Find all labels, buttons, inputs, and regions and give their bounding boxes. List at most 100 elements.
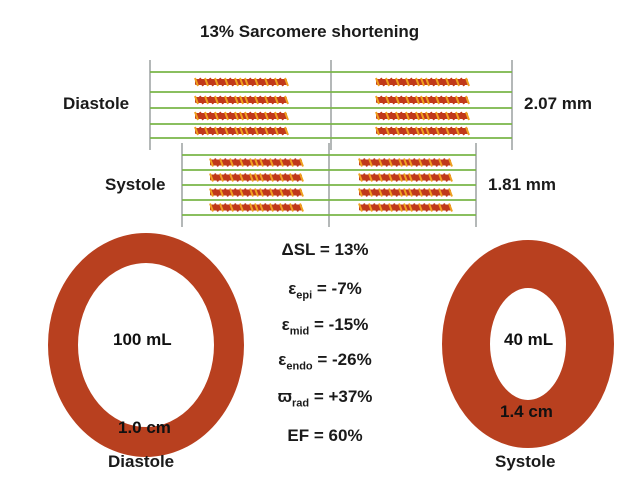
myosin-head bbox=[430, 77, 435, 87]
myosin-head bbox=[269, 95, 274, 105]
myosin-head bbox=[403, 188, 408, 197]
myosin-head bbox=[244, 188, 249, 197]
myosin-head bbox=[254, 77, 259, 87]
myosin-head bbox=[418, 188, 423, 197]
myosin-head bbox=[438, 203, 443, 212]
myosin-head bbox=[448, 173, 453, 182]
myosin-head bbox=[284, 95, 289, 105]
myosin-head bbox=[448, 203, 453, 212]
myosin-head bbox=[289, 188, 294, 197]
myosin-head bbox=[378, 158, 383, 167]
myosin-head bbox=[403, 158, 408, 167]
myosin-head bbox=[284, 173, 289, 182]
myosin-head bbox=[410, 95, 415, 105]
myosin-head bbox=[400, 95, 405, 105]
myosin-head bbox=[405, 95, 410, 105]
systole-sarcomere-graphic bbox=[181, 143, 477, 227]
myosin-head bbox=[214, 158, 219, 167]
epi-strain-metric: εepi = -7% bbox=[288, 279, 362, 302]
diastole-wall-thickness: 1.0 cm bbox=[118, 418, 171, 437]
myosin-head bbox=[423, 203, 428, 212]
myosin-head bbox=[403, 173, 408, 182]
myosin-head bbox=[400, 111, 405, 121]
myosin-head bbox=[420, 111, 425, 121]
myosin-head bbox=[390, 126, 395, 136]
myosin-head bbox=[388, 173, 393, 182]
myosin-head bbox=[224, 126, 229, 136]
myosin-head bbox=[380, 95, 385, 105]
myosin-head bbox=[410, 126, 415, 136]
myosin-head bbox=[229, 158, 234, 167]
myosin-head bbox=[219, 158, 224, 167]
myosin-head bbox=[375, 126, 380, 136]
myosin-head bbox=[390, 77, 395, 87]
myosin-head bbox=[194, 95, 199, 105]
myosin-head bbox=[425, 77, 430, 87]
myosin-head bbox=[385, 95, 390, 105]
myosin-head bbox=[224, 95, 229, 105]
myosin-head bbox=[279, 77, 284, 87]
myosin-head bbox=[269, 111, 274, 121]
myosin-head bbox=[279, 111, 284, 121]
myosin-head bbox=[418, 203, 423, 212]
myosin-head bbox=[239, 203, 244, 212]
diastole-ventricle-label: Diastole bbox=[108, 452, 175, 471]
myosin-head bbox=[219, 126, 224, 136]
myosin-head bbox=[428, 173, 433, 182]
myosin-head bbox=[383, 188, 388, 197]
myosin-head bbox=[279, 188, 284, 197]
myosin-head bbox=[428, 203, 433, 212]
myosin-head bbox=[378, 203, 383, 212]
myosin-head bbox=[194, 126, 199, 136]
myosin-head bbox=[393, 158, 398, 167]
myosin-head bbox=[440, 126, 445, 136]
myosin-head bbox=[395, 77, 400, 87]
myosin-head bbox=[465, 126, 470, 136]
myosin-head bbox=[460, 77, 465, 87]
myosin-head bbox=[405, 111, 410, 121]
myosin-head bbox=[405, 126, 410, 136]
myosin-head bbox=[373, 173, 378, 182]
myosin-head bbox=[385, 77, 390, 87]
myosin-head bbox=[229, 77, 234, 87]
myosin-head bbox=[244, 111, 249, 121]
myosin-head bbox=[244, 95, 249, 105]
myosin-head bbox=[294, 173, 299, 182]
myosin-head bbox=[435, 111, 440, 121]
myosin-head bbox=[358, 158, 363, 167]
myosin-head bbox=[239, 158, 244, 167]
delta-sl-metric: ΔSL = 13% bbox=[281, 240, 369, 259]
myosin-head bbox=[423, 173, 428, 182]
myosin-head bbox=[455, 111, 460, 121]
myosin-head bbox=[204, 126, 209, 136]
myosin-head bbox=[435, 95, 440, 105]
myosin-head bbox=[224, 188, 229, 197]
systole-volume-label: 40 mL bbox=[504, 330, 554, 349]
myosin-head bbox=[249, 203, 254, 212]
myosin-head bbox=[363, 158, 368, 167]
myosin-head bbox=[239, 173, 244, 182]
myosin-head bbox=[425, 111, 430, 121]
myosin-head bbox=[264, 188, 269, 197]
myosin-head bbox=[433, 173, 438, 182]
myosin-head bbox=[299, 173, 304, 182]
myosin-head bbox=[433, 188, 438, 197]
myosin-head bbox=[395, 111, 400, 121]
myosin-head bbox=[254, 111, 259, 121]
myosin-head bbox=[393, 188, 398, 197]
myosin-head bbox=[274, 126, 279, 136]
myosin-head bbox=[430, 111, 435, 121]
myosin-head bbox=[443, 173, 448, 182]
myosin-head bbox=[204, 77, 209, 87]
myosin-head bbox=[234, 111, 239, 121]
myosin-head bbox=[465, 77, 470, 87]
myosin-head bbox=[214, 126, 219, 136]
myosin-head bbox=[425, 95, 430, 105]
myosin-head bbox=[214, 203, 219, 212]
myosin-head bbox=[269, 77, 274, 87]
myosin-head bbox=[219, 111, 224, 121]
myosin-head bbox=[204, 95, 209, 105]
myosin-head bbox=[388, 188, 393, 197]
myosin-head bbox=[358, 188, 363, 197]
myosin-head bbox=[229, 95, 234, 105]
